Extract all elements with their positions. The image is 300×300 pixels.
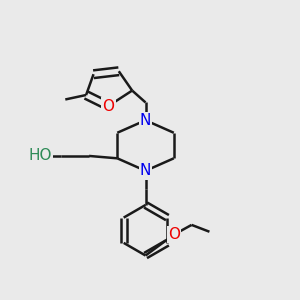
Text: O: O: [102, 98, 114, 113]
Text: N: N: [140, 113, 151, 128]
Text: N: N: [140, 163, 151, 178]
Text: HO: HO: [28, 148, 52, 164]
Text: O: O: [168, 227, 180, 242]
